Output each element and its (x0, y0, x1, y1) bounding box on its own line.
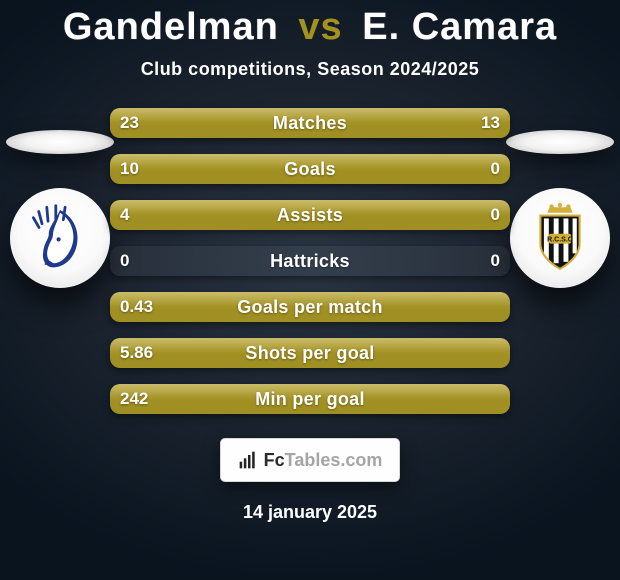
stat-label: Matches (110, 108, 510, 138)
comparison-stage: R.C.S.C 23Matches1310Goals04Assists00Hat… (0, 108, 620, 438)
stat-label: Goals (110, 154, 510, 184)
stat-right-value: 0 (491, 200, 500, 230)
player2-pedestal (506, 130, 614, 154)
page-title: Gandelman vs E. Camara (0, 0, 620, 49)
stat-row: 23Matches13 (110, 108, 510, 138)
player2-crest: R.C.S.C (510, 188, 610, 288)
stat-row: 0.43Goals per match (110, 292, 510, 322)
stat-row: 0Hattricks0 (110, 246, 510, 276)
stat-right-value: 13 (481, 108, 500, 138)
date-label: 14 january 2025 (0, 502, 620, 523)
stat-label: Min per goal (110, 384, 510, 414)
barchart-icon (238, 450, 258, 470)
stat-row: 5.86Shots per goal (110, 338, 510, 368)
logo-tables: Tables.com (285, 450, 383, 471)
gent-crest-icon (25, 203, 95, 273)
player1-crest (10, 188, 110, 288)
stat-label: Goals per match (110, 292, 510, 322)
stat-row: 10Goals0 (110, 154, 510, 184)
stat-label: Hattricks (110, 246, 510, 276)
stat-row: 242Min per goal (110, 384, 510, 414)
comparison-card: Gandelman vs E. Camara Club competitions… (0, 0, 620, 580)
stat-label: Shots per goal (110, 338, 510, 368)
stat-row: 4Assists0 (110, 200, 510, 230)
svg-text:R.C.S.C: R.C.S.C (547, 237, 573, 244)
charleroi-crest-icon: R.C.S.C (525, 203, 595, 273)
stat-right-value: 0 (491, 154, 500, 184)
logo-fc: Fc (264, 450, 285, 471)
vs-label: vs (298, 6, 342, 48)
stat-label: Assists (110, 200, 510, 230)
stat-bars: 23Matches1310Goals04Assists00Hattricks00… (110, 108, 510, 430)
player1-name: Gandelman (63, 6, 279, 48)
subtitle: Club competitions, Season 2024/2025 (0, 59, 620, 80)
stat-right-value: 0 (491, 246, 500, 276)
fctables-logo: Fc Tables.com (220, 438, 400, 482)
player1-pedestal (6, 130, 114, 154)
player2-name: E. Camara (362, 6, 557, 48)
